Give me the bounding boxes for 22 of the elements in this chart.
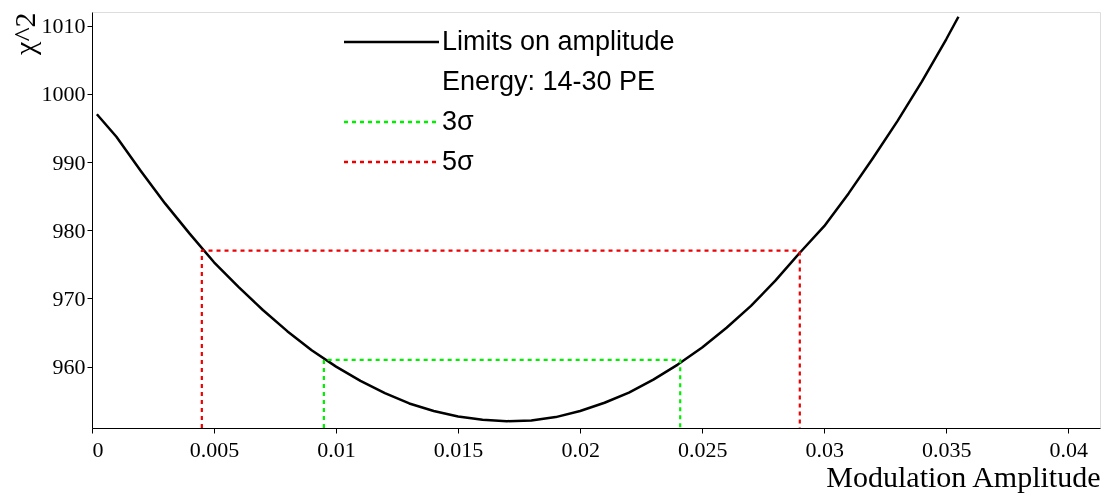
line-series bbox=[95, 15, 960, 423]
y-tick-label: 1010 bbox=[41, 13, 86, 39]
x-tick-label: 0.03 bbox=[805, 436, 844, 462]
y-tick-label: 960 bbox=[52, 354, 86, 380]
x-tick-label: 0.02 bbox=[561, 436, 600, 462]
x-tick-label: 0.025 bbox=[677, 436, 728, 462]
y-axis-title: χ^2 bbox=[7, 12, 41, 56]
x-axis-title: Modulation Amplitude bbox=[826, 459, 1101, 493]
y-tick-label: 990 bbox=[52, 149, 86, 175]
legend-label: Limits on amplitude bbox=[442, 26, 675, 56]
y-tick-label: 980 bbox=[52, 217, 86, 243]
legend-label: 3σ bbox=[442, 106, 475, 136]
annotation: Energy: 14-30 PE bbox=[442, 66, 656, 96]
x-tick-label: 0 bbox=[92, 436, 104, 462]
legend-label: 5σ bbox=[442, 146, 475, 176]
x-tick-label: 0.01 bbox=[317, 436, 356, 462]
x-tick-label: 0.015 bbox=[433, 436, 484, 462]
y-tick-label: 1000 bbox=[41, 81, 86, 107]
x-tick-label: 0.005 bbox=[189, 436, 240, 462]
x-tick-label: 0.035 bbox=[921, 436, 972, 462]
x-tick-label: 0.04 bbox=[1049, 436, 1089, 462]
y-tick-label: 970 bbox=[52, 285, 86, 311]
